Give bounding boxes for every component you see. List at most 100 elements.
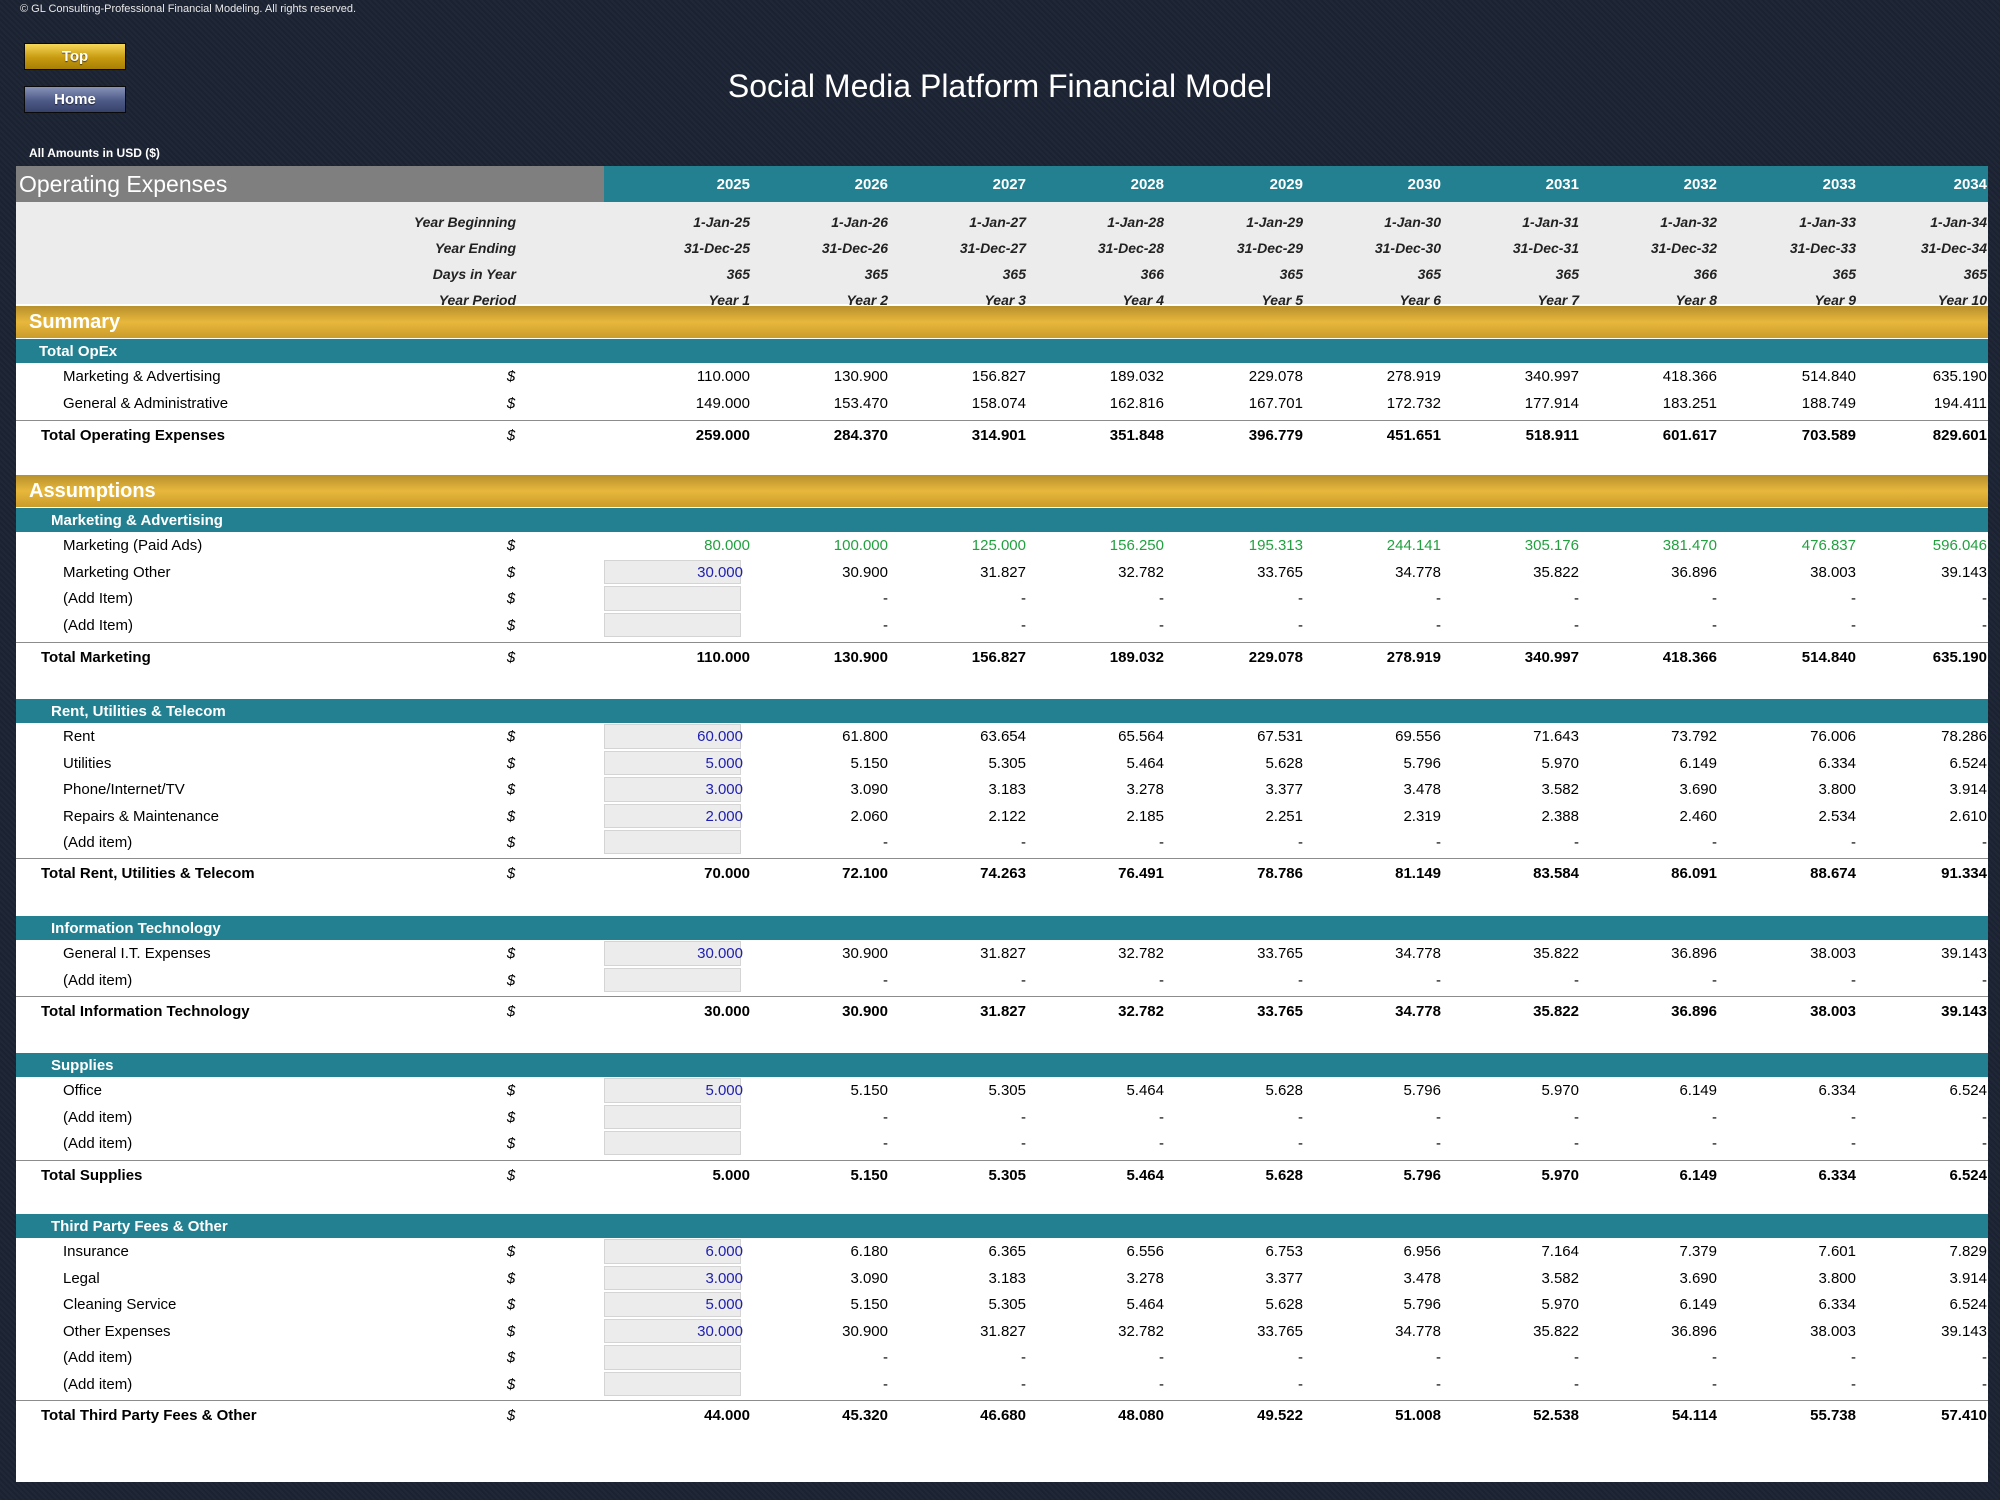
- value-cell: 340.997: [1524, 368, 1579, 385]
- input-cell[interactable]: [604, 1239, 741, 1264]
- value-cell: 278.919: [1386, 368, 1441, 385]
- value-cell: -: [1436, 616, 1441, 634]
- value-cell: 3.690: [1679, 781, 1717, 798]
- value-cell: 351.848: [1109, 426, 1164, 444]
- value-cell: -: [1982, 971, 1987, 989]
- row-label: Legal: [63, 1269, 100, 1287]
- value-cell: 38.003: [1810, 1322, 1856, 1340]
- value-cell[interactable]: 30.000: [697, 1322, 743, 1340]
- value-cell[interactable]: [622, 1371, 750, 1397]
- row-label: (Add item): [63, 1134, 133, 1152]
- input-cell[interactable]: [604, 968, 741, 992]
- input-cell[interactable]: [604, 751, 741, 775]
- input-cell[interactable]: [604, 1319, 741, 1343]
- year-header-4: 2029: [1269, 175, 1303, 193]
- input-cell[interactable]: [604, 1105, 741, 1129]
- value-cell: 36.896: [1671, 563, 1717, 581]
- value-cell: 36.896: [1671, 1002, 1717, 1020]
- date-value: 1-Jan-32: [1660, 214, 1717, 230]
- value-cell[interactable]: [622, 1130, 750, 1156]
- value-cell: -: [1159, 971, 1164, 989]
- value-cell: 189.032: [1109, 648, 1164, 666]
- input-cell[interactable]: [604, 1345, 741, 1370]
- value-cell[interactable]: [622, 1344, 750, 1371]
- value-cell[interactable]: [622, 585, 750, 612]
- unit-label: $: [506, 807, 516, 825]
- value-cell: 229.078: [1248, 648, 1303, 666]
- value-cell[interactable]: [622, 829, 750, 855]
- page-title: Social Media Platform Financial Model: [727, 68, 1273, 104]
- input-cell[interactable]: [604, 586, 741, 611]
- value-cell[interactable]: 5.000: [705, 754, 743, 772]
- value-cell: -: [1851, 1375, 1856, 1393]
- value-cell[interactable]: 30.000: [697, 563, 743, 581]
- value-cell[interactable]: 6.000: [705, 1243, 743, 1260]
- value-cell: 34.778: [1395, 945, 1441, 962]
- value-cell: -: [1159, 616, 1164, 634]
- value-cell: -: [1298, 1134, 1303, 1152]
- value-cell[interactable]: [622, 1104, 750, 1130]
- value-cell[interactable]: 5.000: [705, 1082, 743, 1099]
- value-cell: 6.149: [1679, 1296, 1717, 1313]
- value-cell: 2.460: [1679, 807, 1717, 825]
- unit-label: $: [506, 1134, 516, 1152]
- value-cell: -: [883, 1349, 888, 1366]
- input-cell[interactable]: [604, 777, 741, 802]
- date-value: Year 4: [1122, 292, 1164, 308]
- value-cell: 31.827: [980, 1322, 1026, 1340]
- date-value: Year 9: [1814, 292, 1856, 308]
- value-cell: 67.531: [1257, 728, 1303, 745]
- date-row-label: Year Beginning: [413, 214, 516, 230]
- value-cell: 5.150: [850, 1082, 888, 1099]
- input-cell[interactable]: [604, 560, 741, 584]
- value-cell: -: [1436, 1108, 1441, 1126]
- year-header-3: 2028: [1130, 175, 1164, 193]
- input-cell[interactable]: [604, 830, 741, 854]
- date-value: Year 1: [708, 292, 750, 308]
- value-cell[interactable]: 3.000: [705, 1269, 743, 1287]
- value-cell[interactable]: 5.000: [705, 1296, 743, 1313]
- unit-label: $: [506, 1269, 516, 1287]
- top-button[interactable]: Top: [24, 43, 126, 70]
- input-cell[interactable]: [604, 1372, 741, 1396]
- input-cell[interactable]: [604, 941, 741, 966]
- date-value: 365: [1002, 266, 1026, 282]
- value-cell: 91.334: [1941, 864, 1987, 882]
- total-row: Total Information Technology $30.000 30.90…: [16, 996, 1988, 1025]
- input-cell[interactable]: [604, 1292, 741, 1317]
- value-cell: 69.556: [1395, 728, 1441, 745]
- line-item-row: Marketing Other $30.000 30.900 31.827 32.782…: [16, 559, 1988, 585]
- line-item-row: Cleaning Service $5.000 5.150 5.305 5.464 5.6…: [16, 1291, 1988, 1318]
- value-cell: 36.896: [1671, 945, 1717, 962]
- value-cell: 6.334: [1818, 1166, 1856, 1184]
- row-label: Marketing & Advertising: [63, 368, 221, 385]
- value-cell: 596.046: [1932, 537, 1987, 554]
- value-cell[interactable]: 2.000: [705, 807, 743, 825]
- value-cell: 80.000: [704, 537, 750, 554]
- home-button[interactable]: Home: [24, 86, 126, 113]
- value-cell[interactable]: [622, 967, 750, 993]
- value-cell: 149.000: [695, 395, 750, 412]
- year-header-6: 2031: [1545, 175, 1579, 193]
- value-cell: -: [1021, 616, 1026, 634]
- input-cell[interactable]: [604, 804, 741, 828]
- value-cell: 54.114: [1671, 1406, 1717, 1424]
- value-cell[interactable]: 30.000: [697, 945, 743, 962]
- input-cell[interactable]: [604, 613, 741, 637]
- row-label: Information Technology: [51, 919, 221, 937]
- input-cell[interactable]: [604, 724, 741, 749]
- value-cell: 6.524: [1949, 1166, 1987, 1184]
- value-cell[interactable]: [622, 612, 750, 638]
- row-label: Other Expenses: [63, 1322, 171, 1340]
- value-cell: 2.534: [1818, 807, 1856, 825]
- input-cell[interactable]: [604, 1266, 741, 1290]
- row-label: Utilities: [63, 754, 112, 772]
- value-cell: 88.674: [1810, 864, 1856, 882]
- line-item-row: Marketing & Advertising $110.000 130.900 15…: [16, 363, 1988, 390]
- value-cell[interactable]: 60.000: [697, 728, 743, 745]
- value-cell[interactable]: 3.000: [705, 781, 743, 798]
- input-cell[interactable]: [604, 1131, 741, 1155]
- line-item-row: Legal $3.000 3.090 3.183 3.278 3.377 3.478 3.58…: [16, 1265, 1988, 1291]
- input-cell[interactable]: [604, 1078, 741, 1103]
- line-item-row: (Add Item) $ - - - - - - - - -: [16, 612, 1988, 638]
